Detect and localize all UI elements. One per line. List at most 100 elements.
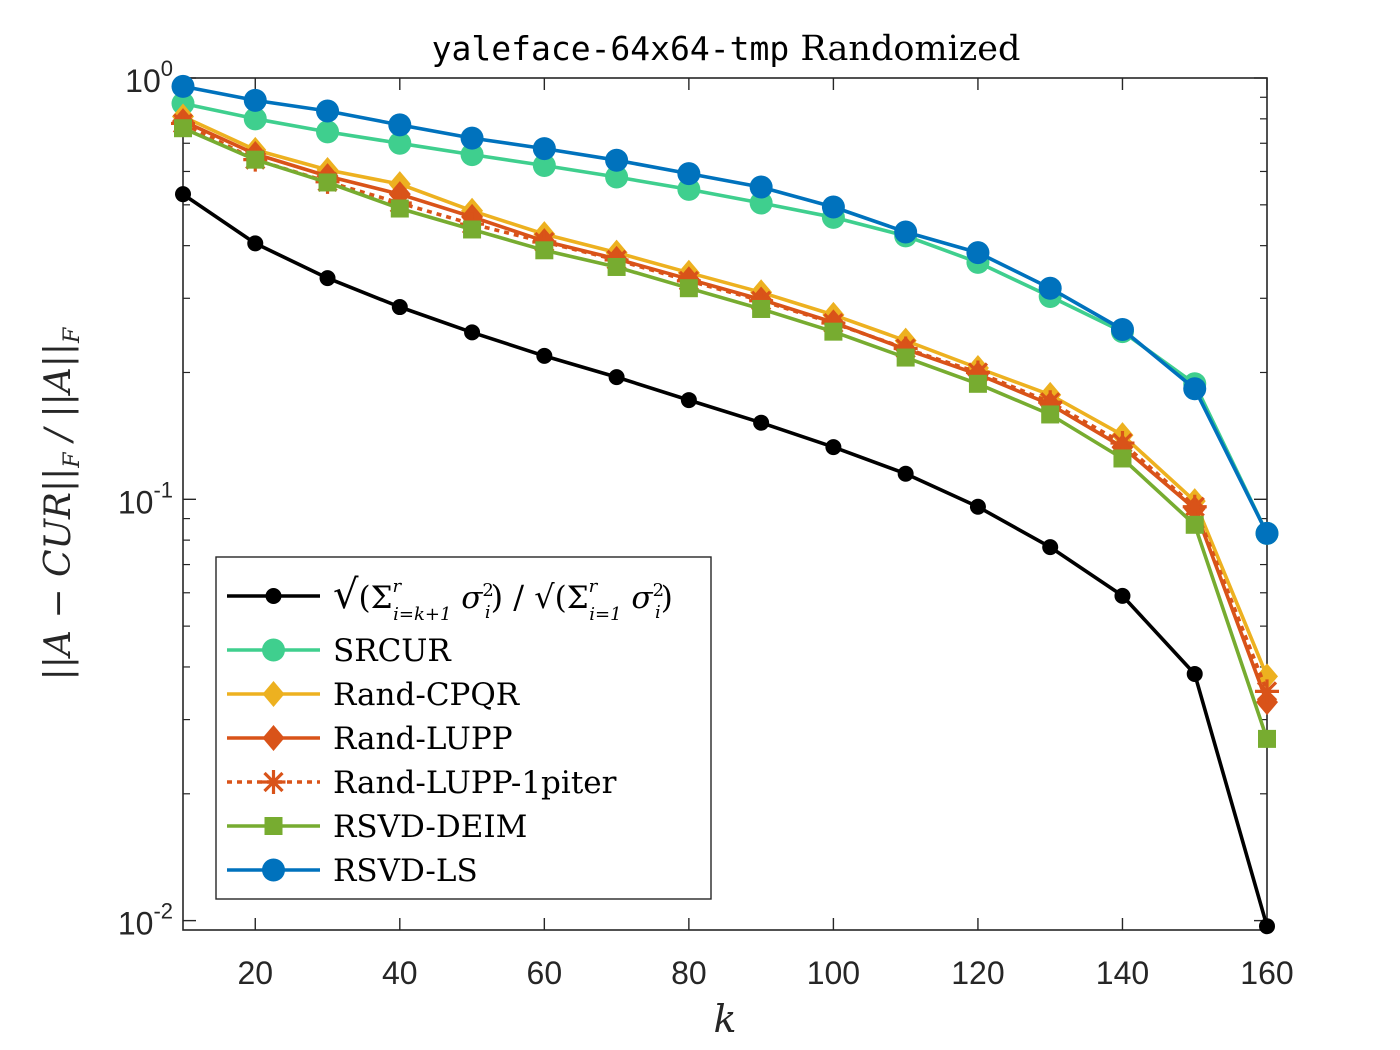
data-point xyxy=(171,91,195,115)
legend-item: Rand-LUPP xyxy=(227,721,513,757)
data-point xyxy=(463,220,482,239)
chart-title-code: yaleface-64x64-tmp xyxy=(432,29,790,68)
data-point xyxy=(175,186,191,203)
legend-items: √(Σr i=k+1 σ2 i) / √(Σr i=1 σ2 i) SRCUR Rand-C… xyxy=(227,572,673,889)
data-point xyxy=(1113,449,1132,468)
data-point xyxy=(749,191,773,215)
legend: √(Σr i=k+1 σ2 i) / √(Σr i=1 σ2 i) SRCUR Rand-C… xyxy=(215,556,712,900)
series-layer xyxy=(171,74,1279,935)
data-point xyxy=(897,465,914,482)
data-point xyxy=(460,126,484,150)
series-line xyxy=(182,121,1269,693)
data-point xyxy=(1258,729,1276,748)
x-tick-label: 60 xyxy=(527,955,563,991)
data-point xyxy=(680,392,697,409)
legend-swatch-marker xyxy=(262,638,285,662)
x-tick-label: 140 xyxy=(1096,955,1149,991)
legend-label: Rand-LUPP-1piter xyxy=(333,765,617,801)
data-point xyxy=(1186,665,1203,682)
series-0 xyxy=(175,186,1275,935)
data-point xyxy=(966,241,990,265)
data-point xyxy=(388,131,412,155)
x-tick-label: 160 xyxy=(1240,955,1293,991)
y-axis-label-group: ||A − CUR||F / ||A||F xyxy=(38,327,85,680)
data-point xyxy=(749,175,773,199)
data-point xyxy=(1110,431,1135,456)
legend-label: Rand-LUPP xyxy=(333,721,513,757)
data-point xyxy=(677,162,701,186)
legend-label-formula: √(Σr i=k+1 σ2 i) / √(Σr i=1 σ2 i) xyxy=(333,572,673,625)
data-point xyxy=(969,498,986,515)
legend-label: Rand-CPQR xyxy=(333,677,521,713)
data-point xyxy=(821,195,845,219)
data-point xyxy=(391,299,408,316)
y-tick-label: 10-2 xyxy=(118,899,173,942)
series-line xyxy=(182,84,1269,535)
data-point xyxy=(532,137,556,161)
data-point xyxy=(968,374,987,393)
data-point xyxy=(893,336,918,361)
data-point xyxy=(1259,918,1275,935)
data-point xyxy=(1110,317,1134,341)
data-point xyxy=(316,120,340,144)
data-point xyxy=(679,279,698,298)
x-tick-label: 100 xyxy=(807,955,860,991)
data-point xyxy=(896,348,915,367)
chart-title-text: Randomized xyxy=(789,29,1020,69)
legend-swatch-marker xyxy=(261,770,286,794)
legend-swatch-marker xyxy=(262,725,285,751)
legend-item: √(Σr i=k+1 σ2 i) / √(Σr i=1 σ2 i) xyxy=(227,572,673,625)
data-point xyxy=(677,177,701,201)
x-tick-label: 20 xyxy=(237,955,273,991)
series-5 xyxy=(174,119,1276,748)
x-axis-label: k xyxy=(713,997,736,1041)
legend-swatch-marker xyxy=(262,858,285,882)
data-point xyxy=(460,143,484,167)
chart-title: yaleface-64x64-tmp Randomized xyxy=(432,29,1021,69)
data-point xyxy=(607,257,626,276)
legend-swatch-marker xyxy=(264,817,283,835)
series-line xyxy=(182,114,1269,677)
legend-item: Rand-LUPP-1piter xyxy=(227,765,617,801)
data-point xyxy=(316,99,340,123)
data-point xyxy=(246,150,265,169)
legend-item: SRCUR xyxy=(227,633,452,669)
series-line xyxy=(181,192,1269,927)
legend-label: SRCUR xyxy=(333,633,452,669)
data-point xyxy=(1041,405,1060,424)
y-tick-label: 10-1 xyxy=(118,477,173,520)
data-point xyxy=(1183,377,1207,401)
legend-box xyxy=(215,556,712,900)
data-point xyxy=(532,153,556,177)
data-point xyxy=(243,107,267,131)
data-point xyxy=(536,347,553,364)
legend-swatch-marker xyxy=(265,588,282,604)
series-line xyxy=(182,101,1269,535)
data-point xyxy=(319,270,336,287)
data-point xyxy=(1038,276,1062,300)
data-point xyxy=(243,88,267,112)
data-point xyxy=(824,322,843,341)
data-point xyxy=(1038,390,1063,415)
data-point xyxy=(464,324,481,341)
legend-label: RSVD-LS xyxy=(333,853,478,889)
data-point xyxy=(390,199,409,218)
data-point xyxy=(605,165,629,189)
data-point xyxy=(1255,679,1279,704)
legend-label: RSVD-DEIM xyxy=(333,809,527,845)
data-point xyxy=(752,299,771,318)
y-tick-label: 100 xyxy=(125,56,173,99)
data-point xyxy=(1182,494,1207,519)
legend-item: RSVD-LS xyxy=(227,853,478,889)
legend-item: Rand-CPQR xyxy=(227,677,521,713)
series-line xyxy=(182,119,1269,703)
y-axis-label: ||A − CUR||F / ||A||F xyxy=(38,327,85,680)
data-point xyxy=(318,173,337,192)
axis-ticks: 20 40 60 80 100 120 140 160 100 10-1 10-2 xyxy=(118,56,1294,991)
data-point xyxy=(1185,515,1204,534)
data-point xyxy=(174,119,192,138)
data-point xyxy=(965,360,990,385)
series-line xyxy=(182,126,1269,740)
data-point xyxy=(753,414,770,431)
